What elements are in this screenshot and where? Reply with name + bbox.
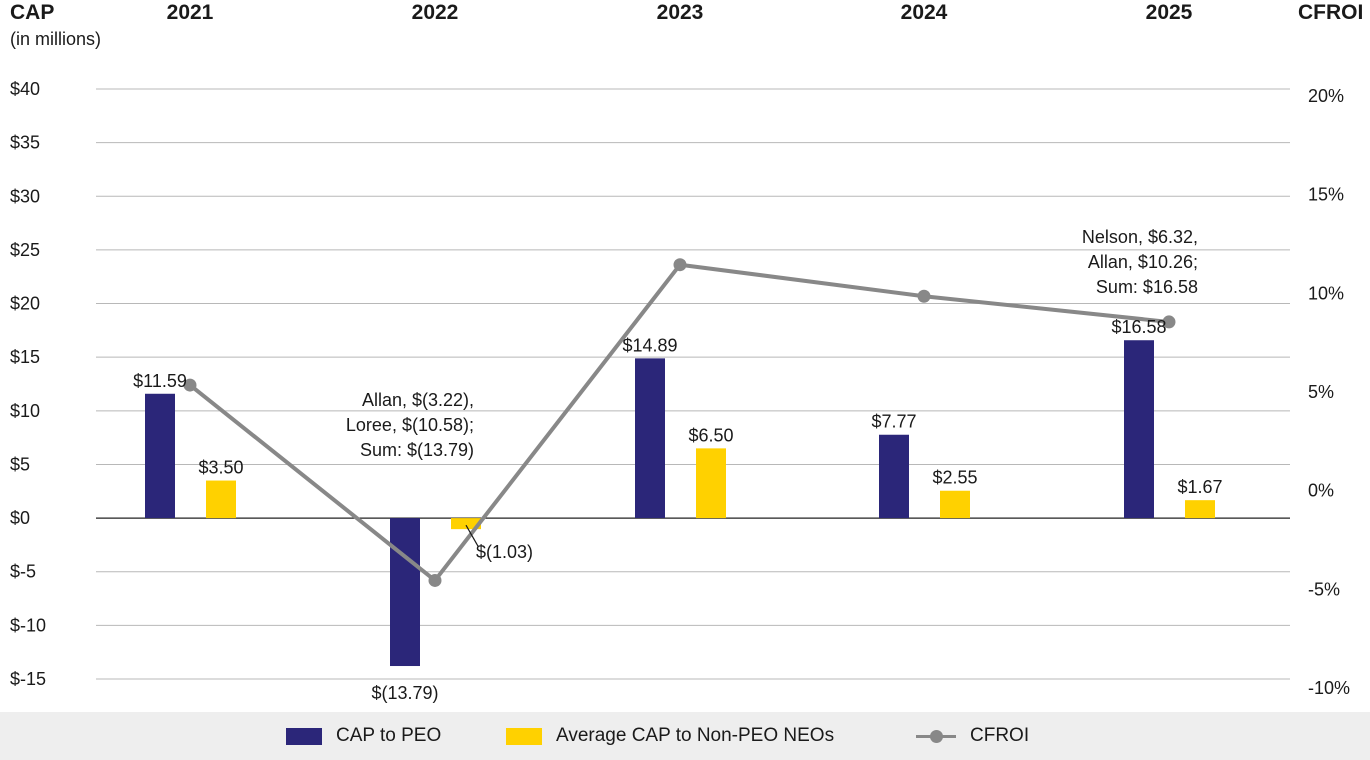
right-tick-label: -5% <box>1308 579 1340 599</box>
data-label-cap-to-peo: $7.77 <box>871 412 916 432</box>
left-tick-label: $5 <box>10 454 30 474</box>
data-label-avg-cap: $1.67 <box>1177 477 1222 497</box>
cfroi-point <box>673 258 687 272</box>
legend-swatch-yellow <box>506 727 542 745</box>
category-header: 2023 <box>657 1 704 24</box>
data-label-cap-to-peo: $14.89 <box>622 335 677 355</box>
right-tick-label: 15% <box>1308 185 1344 205</box>
cfroi-line <box>183 258 1176 587</box>
annotations: Allan, $(3.22), Loree, $(10.58); Sum: $(13… <box>346 227 1198 460</box>
legend-item-avg-cap: Average CAP to Non-PEO NEOs <box>506 712 834 760</box>
data-label-cap-to-peo: $16.58 <box>1111 317 1166 337</box>
right-tick-label: 10% <box>1308 283 1344 303</box>
gridlines <box>96 88 1290 680</box>
bar-cap-to-peo <box>1124 340 1154 519</box>
left-tick-label: $15 <box>10 347 40 367</box>
left-tick-label: $-5 <box>10 562 36 582</box>
bar-avg-cap-non-peo <box>696 448 726 519</box>
category-header: 2024 <box>901 1 948 24</box>
cfroi-point <box>428 573 442 587</box>
cfroi-series-line <box>188 262 1170 583</box>
axis-ticks: $40 $35 $30 $25 $20 $15 $10 $5 $0 $-5 $-10 $-15 20% 1… <box>10 79 1350 698</box>
legend-label: CAP to PEO <box>336 725 442 746</box>
bar-avg-cap-non-peo <box>206 480 236 519</box>
bar-cap-to-peo <box>390 518 420 667</box>
left-tick-label: $40 <box>10 79 40 99</box>
left-axis-subtitle: (in millions) <box>10 29 101 49</box>
left-tick-label: $25 <box>10 240 40 260</box>
bar-avg-cap-non-peo <box>451 518 481 530</box>
data-label-avg-cap: $2.55 <box>932 468 977 488</box>
bar-avg-cap-non-peo <box>1185 500 1215 519</box>
right-axis-title: CFROI <box>1298 1 1363 24</box>
category-header: 2021 <box>167 1 214 24</box>
cfroi-point <box>183 378 197 392</box>
left-tick-label: $-10 <box>10 615 46 635</box>
left-tick-label: $0 <box>10 508 30 528</box>
annotation-line: Allan, $10.26; <box>1088 252 1198 272</box>
chart-svg: $11.59 $3.50 $(13.79) $(1.03) $14.89 $6.50 $7.… <box>10 1 1363 703</box>
cfroi-point <box>917 289 931 303</box>
right-tick-label: 20% <box>1308 86 1344 106</box>
data-label-avg-cap: $6.50 <box>688 425 733 445</box>
legend-item-cap-to-peo: CAP to PEO <box>286 712 441 760</box>
legend-line-marker-icon <box>916 728 956 745</box>
category-header: 2025 <box>1146 1 1193 24</box>
right-tick-label: 0% <box>1308 481 1334 501</box>
legend-item-cfroi: CFROI <box>916 712 1029 760</box>
data-labels: $11.59 $3.50 $(13.79) $(1.03) $14.89 $6.50 $7.… <box>133 317 1222 703</box>
annotation-line: Nelson, $6.32, <box>1082 227 1198 247</box>
left-tick-label: $35 <box>10 133 40 153</box>
left-tick-label: $30 <box>10 186 40 206</box>
left-tick-label: $-15 <box>10 669 46 689</box>
legend: CAP to PEO Average CAP to Non-PEO NEOs C… <box>0 712 1370 760</box>
right-tick-label: -10% <box>1308 678 1350 698</box>
annotation-line: Sum: $(13.79) <box>360 440 474 460</box>
bar-cap-to-peo <box>879 434 909 519</box>
bar-avg-cap-non-peo <box>940 490 970 519</box>
legend-label: CFROI <box>970 725 1030 746</box>
data-label-cap-to-peo: $(13.79) <box>371 683 438 703</box>
annotation-line: Loree, $(10.58); <box>346 415 474 435</box>
bars <box>145 340 1215 667</box>
data-label-cap-to-peo: $11.59 <box>133 371 187 391</box>
leader-line <box>465 524 479 547</box>
data-label-avg-cap: $(1.03) <box>476 542 533 562</box>
category-header: 2022 <box>412 1 459 24</box>
legend-swatch-navy <box>286 727 322 745</box>
legend-label: Average CAP to Non-PEO NEOs <box>556 725 835 746</box>
left-tick-label: $20 <box>10 294 40 314</box>
cfroi-point <box>1162 315 1176 329</box>
left-tick-label: $10 <box>10 401 40 421</box>
bar-cap-to-peo <box>145 393 175 519</box>
category-headers: 2021 2022 2023 2024 2025 <box>167 1 1193 24</box>
bar-cap-to-peo <box>635 358 665 519</box>
annotation-line: Allan, $(3.22), <box>362 390 474 410</box>
left-axis-title: CAP <box>10 1 54 24</box>
right-tick-label: 5% <box>1308 382 1334 402</box>
data-label-avg-cap: $3.50 <box>198 458 243 478</box>
annotation-line: Sum: $16.58 <box>1096 277 1198 297</box>
